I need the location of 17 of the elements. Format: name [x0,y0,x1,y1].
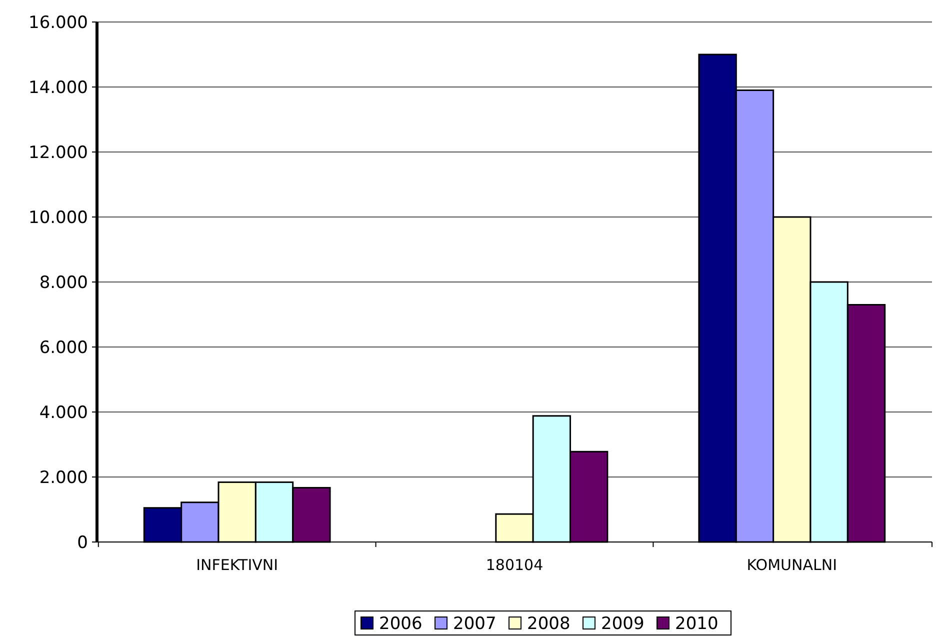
y-tick-label: 16.000 [28,12,88,33]
legend-label: 2008 [527,614,570,634]
legend-label: 2010 [675,614,718,634]
x-tick-label: KOMUNALNI [746,556,838,574]
x-tick-label: 180104 [486,556,544,574]
legend-label: 2006 [379,614,422,634]
x-tick-label: INFEKTIVNI [196,556,278,574]
legend-label: 2009 [601,614,644,634]
y-tick-label: 6.000 [39,338,88,358]
y-tick-label: 10.000 [28,208,88,228]
y-tick-label: 2.000 [39,468,88,488]
y-tick-label: 4.000 [39,402,88,423]
y-tick-label: 12.000 [28,142,88,163]
y-tick-label: 14.000 [28,78,88,98]
legend-label: 2007 [453,614,496,634]
y-tick-label: 8.000 [39,272,88,293]
y-tick-label: 0 [77,532,88,553]
